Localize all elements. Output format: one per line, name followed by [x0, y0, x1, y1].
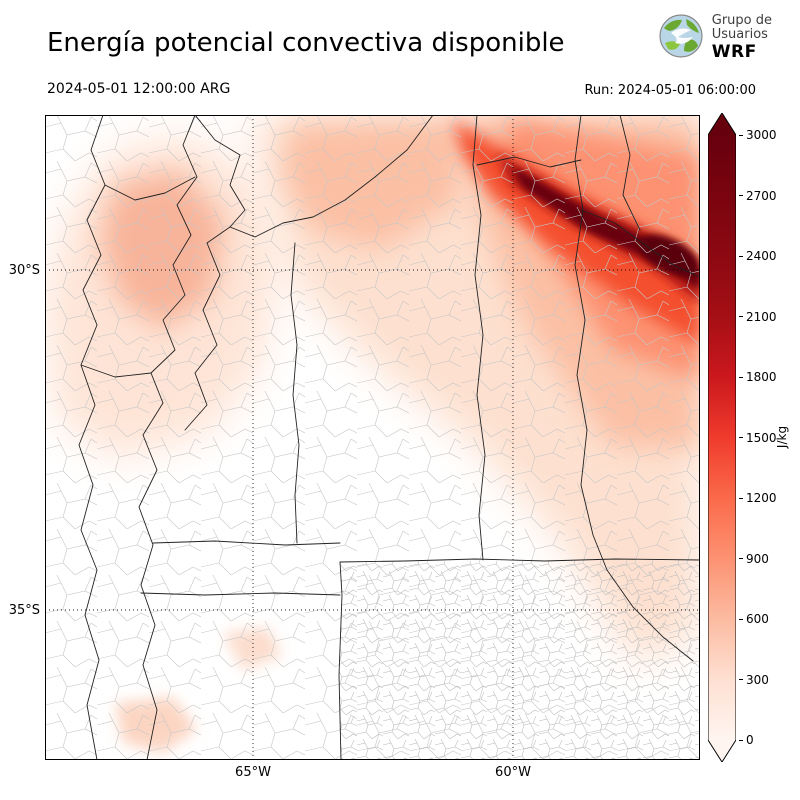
colorbar — [707, 112, 737, 763]
map-frame — [45, 115, 700, 760]
logo-line-3: WRF — [711, 42, 757, 63]
cape-map — [45, 115, 700, 760]
colorbar-tick: 2100 — [739, 310, 777, 324]
map-canvas — [45, 115, 700, 760]
logo-text: Grupo de Usuarios WRF — [711, 12, 772, 63]
colorbar-tick: 3000 — [739, 128, 777, 142]
lat-label-30s: 30°S — [8, 263, 40, 278]
colorbar-tick: 2700 — [739, 189, 777, 203]
logo-line-1: Grupo de — [711, 12, 772, 28]
colorbar-tick: 1800 — [739, 370, 777, 384]
colorbar-tick: 2400 — [739, 249, 777, 263]
colorbar-gradient — [707, 112, 737, 763]
colorbar-tick: 1500 — [739, 431, 777, 445]
colorbar-tick: 0 — [739, 733, 754, 747]
lon-label-60w: 60°W — [495, 765, 531, 780]
page-title: Energía potencial convectiva disponible — [47, 28, 565, 58]
globe-icon — [658, 13, 704, 63]
colorbar-unit-label: J/kg — [775, 425, 789, 449]
colorbar-tick: 300 — [739, 673, 769, 687]
logo-line-2: Usuarios — [711, 27, 768, 43]
colorbar-tick: 1200 — [739, 491, 777, 505]
valid-time-label: 2024-05-01 12:00:00 ARG — [47, 81, 231, 97]
run-time-label: Run: 2024-05-01 06:00:00 — [584, 83, 756, 98]
province-boundaries — [78, 115, 700, 760]
lon-label-65w: 65°W — [235, 765, 271, 780]
colorbar-tick: 900 — [739, 552, 769, 566]
colorbar-tick: 600 — [739, 612, 769, 626]
colorbar-ticks: 3000 2700 2400 2100 1800 1500 1200 900 6… — [739, 128, 777, 747]
lat-label-35s: 35°S — [8, 603, 40, 618]
department-boundaries-dense — [339, 560, 700, 760]
wrf-logo: Grupo de Usuarios WRF — [658, 13, 772, 63]
